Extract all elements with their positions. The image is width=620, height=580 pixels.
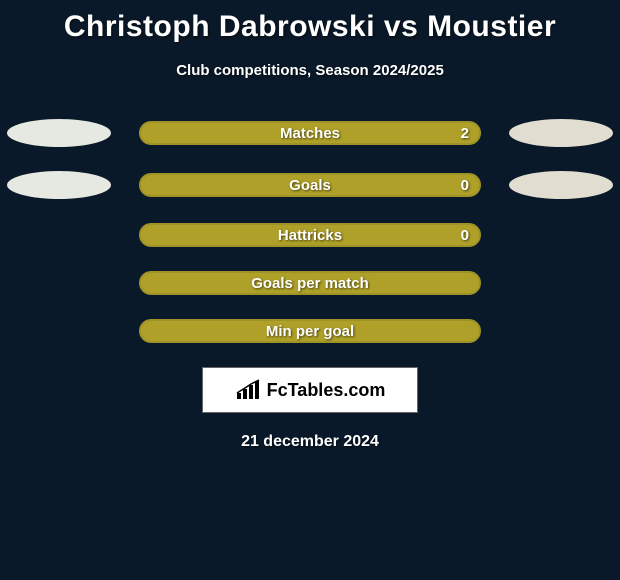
stat-right-value: 0 bbox=[461, 227, 469, 244]
stat-row: Hattricks 0 bbox=[8, 223, 612, 247]
stat-row: Min per goal bbox=[8, 319, 612, 343]
page-title: Christoph Dabrowski vs Moustier bbox=[0, 10, 620, 44]
stat-pill-gpm: Goals per match bbox=[139, 271, 481, 295]
stat-label: Matches bbox=[280, 125, 340, 142]
right-ellipse bbox=[509, 119, 613, 147]
stat-pill-matches: Matches 2 bbox=[139, 121, 481, 145]
stat-row: Matches 2 bbox=[8, 119, 612, 147]
left-ellipse bbox=[7, 119, 111, 147]
subtitle: Club competitions, Season 2024/2025 bbox=[0, 62, 620, 79]
stat-label: Min per goal bbox=[266, 323, 354, 340]
comparison-infographic: Christoph Dabrowski vs Moustier Club com… bbox=[0, 0, 620, 451]
stat-right-value: 2 bbox=[461, 125, 469, 142]
stats-rows: Matches 2 Goals 0 Hattricks 0 bbox=[0, 119, 620, 343]
stat-pill-mpg: Min per goal bbox=[139, 319, 481, 343]
stat-row: Goals per match bbox=[8, 271, 612, 295]
right-ellipse bbox=[509, 171, 613, 199]
stat-pill-goals: Goals 0 bbox=[139, 173, 481, 197]
bars-chart-icon bbox=[235, 379, 263, 401]
date: 21 december 2024 bbox=[0, 433, 620, 451]
stat-label: Hattricks bbox=[278, 227, 342, 244]
logo-box: FcTables.com bbox=[202, 367, 418, 413]
left-ellipse bbox=[7, 171, 111, 199]
stat-right-value: 0 bbox=[461, 177, 469, 194]
stat-pill-hattricks: Hattricks 0 bbox=[139, 223, 481, 247]
stat-label: Goals bbox=[289, 177, 331, 194]
logo-text: FcTables.com bbox=[267, 380, 386, 401]
stat-row: Goals 0 bbox=[8, 171, 612, 199]
stat-label: Goals per match bbox=[251, 275, 369, 292]
